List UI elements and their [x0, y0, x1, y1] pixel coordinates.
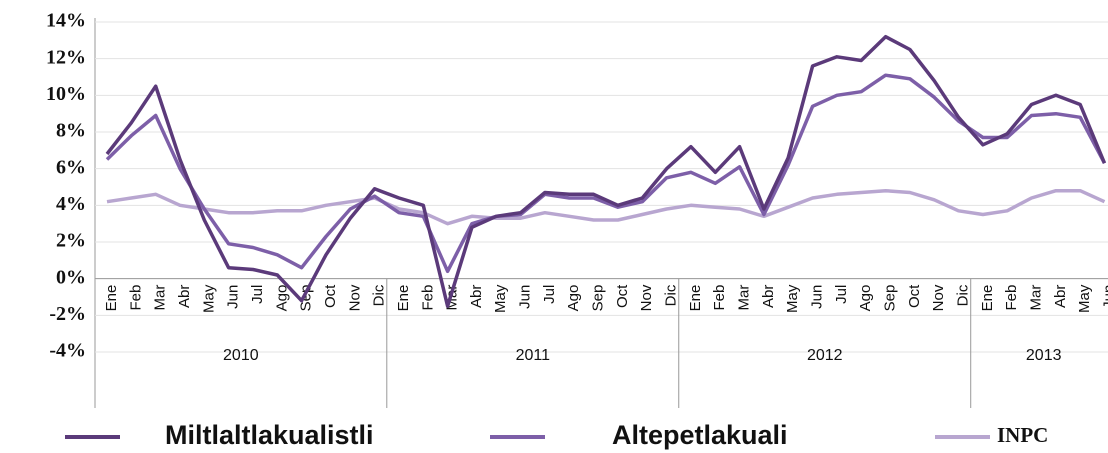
x-tick-label: Ene: [103, 285, 120, 312]
x-group-label: 2013: [1026, 347, 1062, 364]
x-group-label: 2012: [807, 347, 843, 364]
x-tick-label: Dic: [955, 284, 972, 306]
x-tick-label: Nov: [638, 284, 655, 311]
y-tick-label: 8%: [56, 120, 86, 142]
x-tick-label: Ago: [857, 285, 874, 312]
x-tick-label: Feb: [127, 285, 144, 311]
y-tick-label: 0%: [56, 266, 86, 288]
x-tick-label: Sep: [590, 285, 607, 312]
legend-label: Miltlaltlakualistli: [165, 420, 374, 450]
series-line: [106, 188, 1106, 226]
x-tick-label: Nov: [346, 284, 363, 311]
series-line: [105, 34, 1107, 308]
x-tick-label: Mar: [152, 285, 169, 311]
x-tick-label: Ago: [565, 285, 582, 312]
y-tick-label: 4%: [56, 193, 86, 215]
legend-label: INPC: [997, 423, 1048, 447]
x-tick-label: Abr: [176, 285, 193, 308]
x-tick-label: Feb: [711, 285, 728, 311]
x-tick-label: Oct: [322, 284, 339, 308]
y-tick-label: 14%: [46, 10, 86, 32]
x-tick-label: Jun: [1100, 285, 1108, 309]
x-tick-label: Ene: [395, 285, 412, 312]
x-tick-label: Abr: [468, 285, 485, 308]
x-tick-label: Jun: [809, 285, 826, 309]
x-tick-label: Feb: [1003, 285, 1020, 311]
x-tick-label: May: [1076, 284, 1093, 313]
x-tick-label: Jun: [225, 285, 242, 309]
series-line: [105, 73, 1107, 274]
x-tick-label: Sep: [298, 285, 315, 312]
x-tick-label: Dic: [663, 284, 680, 306]
x-tick-label: Oct: [614, 284, 631, 308]
x-tick-label: Feb: [419, 285, 436, 311]
x-tick-label: Ene: [687, 285, 704, 312]
x-tick-label: Jul: [833, 285, 850, 304]
legend-label: Altepetlakuali: [612, 420, 788, 450]
x-tick-label: May: [492, 284, 509, 313]
x-tick-label: Abr: [1052, 285, 1069, 308]
x-tick-label: Jun: [517, 285, 534, 309]
y-tick-label: 10%: [46, 83, 86, 105]
y-tick-label: 12%: [46, 46, 86, 68]
x-tick-label: Mar: [1028, 285, 1045, 311]
y-tick-label: -2%: [49, 303, 86, 325]
x-tick-label: May: [784, 284, 801, 313]
x-tick-label: Jul: [249, 285, 266, 304]
x-tick-label: Jul: [541, 285, 558, 304]
x-tick-label: Sep: [882, 285, 899, 312]
x-tick-label: Dic: [371, 284, 388, 306]
y-tick-label: 2%: [56, 230, 86, 252]
x-tick-label: Oct: [906, 284, 923, 308]
x-tick-label: Abr: [760, 285, 777, 308]
x-tick-label: Ene: [979, 285, 996, 312]
y-tick-label: -4%: [49, 340, 86, 362]
x-tick-label: May: [200, 284, 217, 313]
y-tick-label: 6%: [56, 156, 86, 178]
x-group-label: 2011: [516, 347, 551, 364]
x-group-label: 2010: [223, 347, 259, 364]
x-tick-label: Mar: [736, 285, 753, 311]
x-tick-label: Nov: [930, 284, 947, 311]
x-tick-label: Ago: [273, 285, 290, 312]
